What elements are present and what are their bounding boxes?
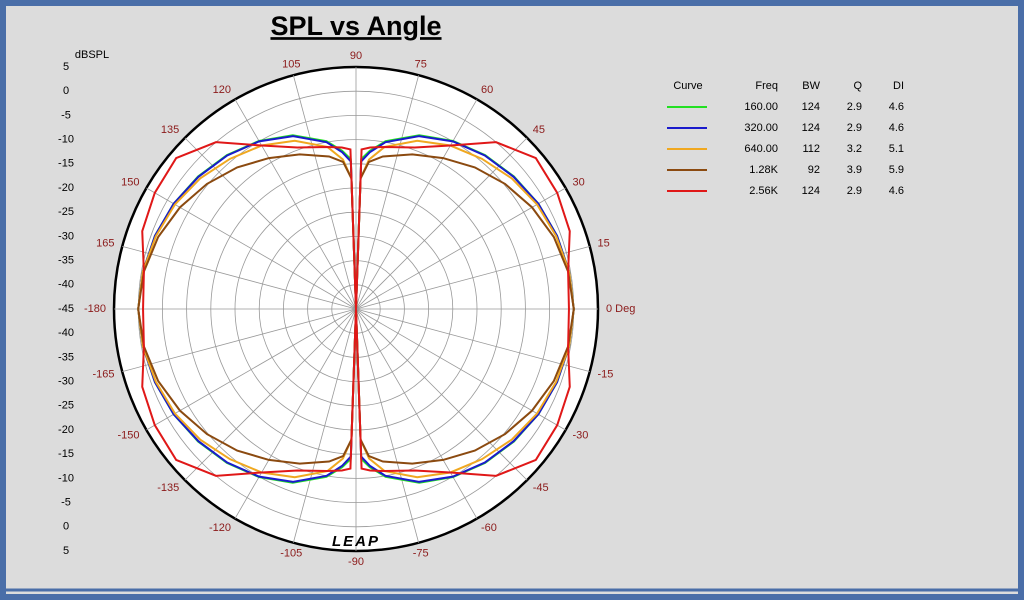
- grid-spoke: [355, 187, 566, 310]
- legend-freq: 160.00: [744, 101, 778, 113]
- theta-tick-label: -165: [92, 368, 114, 380]
- r-tick-label: 0: [63, 521, 69, 533]
- grid-spoke: [355, 308, 420, 543]
- r-tick-label: -30: [58, 376, 74, 388]
- theta-tick-label: -90: [348, 556, 364, 568]
- grid-spoke: [292, 308, 357, 543]
- r-tick-label: -20: [58, 424, 74, 436]
- grid-spoke: [146, 308, 357, 431]
- grid-spoke: [146, 187, 357, 310]
- r-tick-label: 5: [63, 61, 69, 73]
- legend-freq: 2.56K: [749, 185, 778, 197]
- theta-tick-label: -135: [157, 482, 179, 494]
- grid-spoke: [355, 245, 590, 310]
- theta-tick-label: 150: [121, 176, 139, 188]
- r-tick-label: -30: [58, 230, 74, 242]
- r-tick-label: 5: [63, 545, 69, 557]
- legend-bw: 124: [802, 185, 820, 197]
- legend-bw: 124: [802, 101, 820, 113]
- r-tick-label: -25: [58, 400, 74, 412]
- legend-q: 3.9: [847, 164, 862, 176]
- legend-q: 2.9: [847, 122, 862, 134]
- theta-tick-label: 15: [597, 237, 609, 249]
- r-tick-label: -5: [61, 497, 71, 509]
- r-tick-label: -40: [58, 279, 74, 291]
- chart-title: SPL vs Angle: [270, 11, 441, 41]
- theta-tick-label: 165: [96, 237, 114, 249]
- theta-tick-label: -15: [597, 368, 613, 380]
- r-tick-label: -15: [58, 448, 74, 460]
- legend-freq: 640.00: [744, 143, 778, 155]
- grid-spoke: [122, 308, 357, 373]
- grid-spoke: [292, 75, 357, 310]
- legend-header: BW: [802, 80, 820, 92]
- theta-tick-label: 45: [533, 124, 545, 136]
- legend-bw: 92: [808, 164, 820, 176]
- theta-tick-label: -180: [84, 303, 106, 315]
- legend-bw: 124: [802, 122, 820, 134]
- grid-spoke: [234, 308, 357, 519]
- legend-q: 2.9: [847, 185, 862, 197]
- theta-tick-label: 120: [213, 84, 231, 96]
- grid-spoke: [355, 99, 478, 310]
- legend-di: 5.9: [889, 164, 904, 176]
- legend-bw: 112: [802, 143, 820, 155]
- legend-freq: 320.00: [744, 122, 778, 134]
- grid-spoke: [355, 308, 590, 373]
- r-tick-label: -35: [58, 255, 74, 267]
- grid-spoke: [122, 245, 357, 310]
- legend-di: 4.6: [889, 185, 904, 197]
- legend-header: Curve: [673, 80, 702, 92]
- r-tick-label: -15: [58, 158, 74, 170]
- r-tick-label: -35: [58, 351, 74, 363]
- legend-q: 2.9: [847, 101, 862, 113]
- legend-di: 4.6: [889, 101, 904, 113]
- theta-tick-label: 0 Deg: [606, 303, 635, 315]
- theta-tick-label: -75: [413, 547, 429, 559]
- legend-q: 3.2: [847, 143, 862, 155]
- theta-tick-label: 75: [415, 59, 427, 71]
- theta-tick-label: 30: [573, 176, 585, 188]
- watermark: LEAP: [332, 533, 380, 550]
- theta-tick-label: -45: [533, 482, 549, 494]
- r-tick-label: 0: [63, 85, 69, 97]
- legend-freq: 1.28K: [749, 164, 778, 176]
- r-axis-label: dBSPL: [75, 49, 109, 61]
- r-tick-label: -45: [58, 303, 74, 315]
- r-tick-label: -25: [58, 206, 74, 218]
- theta-tick-label: 135: [161, 124, 179, 136]
- r-tick-label: -40: [58, 327, 74, 339]
- theta-tick-label: -150: [117, 429, 139, 441]
- theta-tick-label: 90: [350, 50, 362, 62]
- theta-tick-label: -60: [481, 522, 497, 534]
- theta-tick-label: -105: [280, 547, 302, 559]
- theta-tick-label: 60: [481, 84, 493, 96]
- r-tick-label: -20: [58, 182, 74, 194]
- r-tick-label: -10: [58, 134, 74, 146]
- r-tick-label: -5: [61, 109, 71, 121]
- grid-spoke: [355, 308, 478, 519]
- grid-spoke: [234, 99, 357, 310]
- legend-header: DI: [893, 80, 904, 92]
- legend-header: Freq: [755, 80, 778, 92]
- grid-spoke: [355, 75, 420, 310]
- series-curve: [137, 153, 575, 465]
- legend-di: 5.1: [889, 143, 904, 155]
- r-tick-label: -10: [58, 472, 74, 484]
- theta-tick-label: -120: [209, 522, 231, 534]
- legend-header: Q: [853, 80, 862, 92]
- theta-tick-label: -30: [573, 429, 589, 441]
- legend-di: 4.6: [889, 122, 904, 134]
- theta-tick-label: 105: [282, 59, 300, 71]
- series-curve: [141, 141, 571, 477]
- grid-spoke: [355, 308, 566, 431]
